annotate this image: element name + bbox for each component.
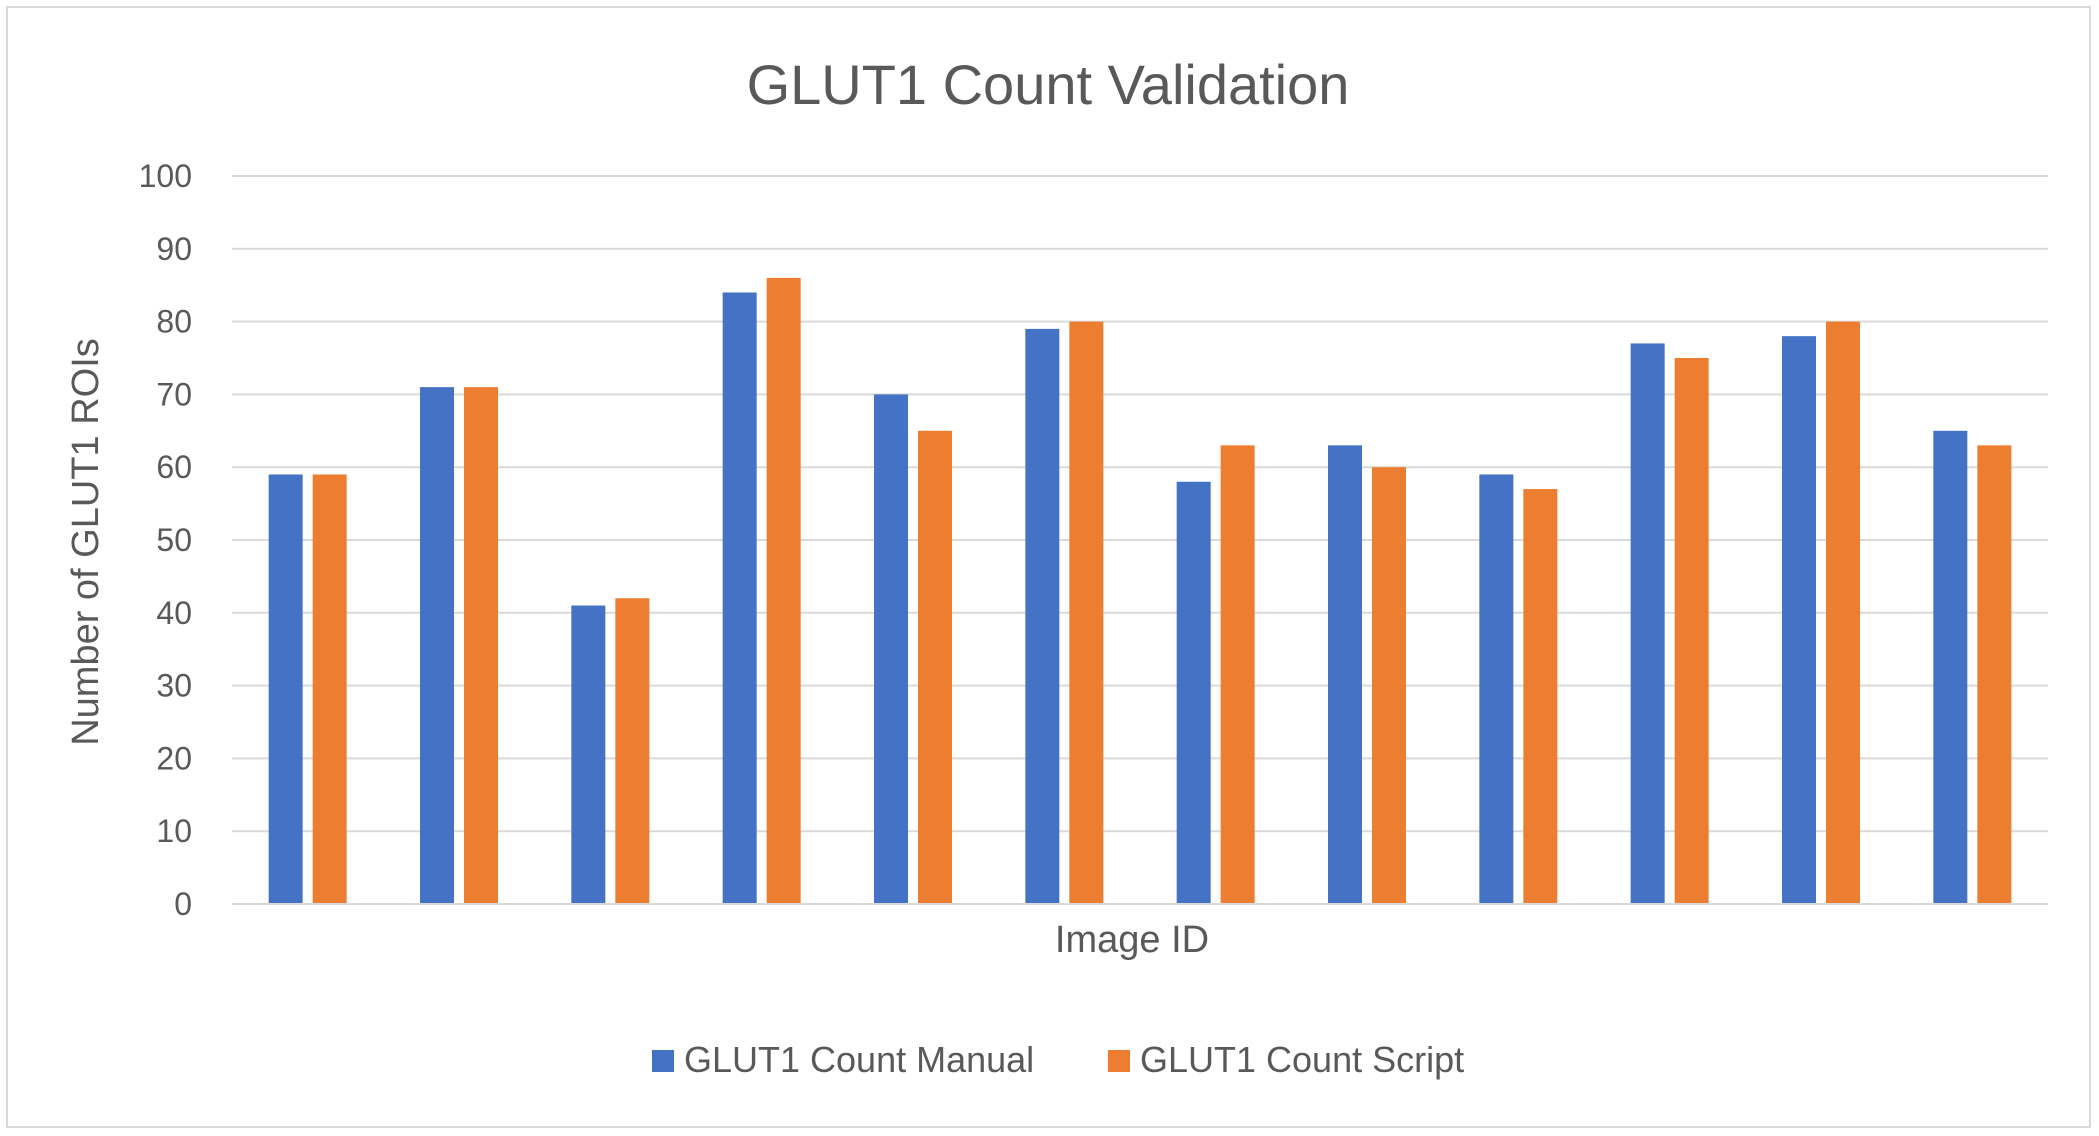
y-axis-ticks: 0 10 20 30 40 50 60 70 80 90 100 [139, 158, 192, 922]
bar-script [1069, 321, 1104, 905]
y-tick-label: 80 [156, 304, 192, 340]
x-axis-title: Image ID [1055, 919, 1209, 961]
bar-script [312, 474, 347, 904]
y-tick-label: 40 [156, 595, 192, 631]
y-tick-label: 20 [156, 740, 192, 776]
y-tick-label: 90 [156, 231, 192, 267]
bar-script [1674, 358, 1709, 904]
y-tick-label: 0 [174, 886, 192, 922]
y-axis-title: Number of GLUT1 ROIs [65, 338, 107, 746]
legend-label-script: GLUT1 Count Script [1140, 1039, 1464, 1080]
bar-script [766, 277, 801, 904]
y-tick-label: 100 [139, 158, 192, 194]
bar-manual [874, 394, 908, 904]
bar-manual [1933, 430, 1968, 904]
bar-manual [420, 387, 454, 904]
bar-manual [1630, 343, 1665, 904]
bars [268, 277, 2012, 905]
bar-chart: GLUT1 Count Validation 0 10 20 30 40 50 60 70 80… [65, 53, 2048, 1080]
bar-script [464, 387, 498, 904]
y-tick-label: 50 [156, 522, 192, 558]
legend-swatch-script [1108, 1050, 1130, 1072]
y-tick-label: 10 [156, 813, 192, 849]
y-tick-label: 70 [156, 376, 192, 412]
bar-manual [1782, 336, 1816, 904]
bar-manual [1025, 328, 1060, 904]
bar-manual [571, 605, 606, 904]
bar-script [1372, 467, 1406, 904]
y-tick-label: 30 [156, 668, 192, 704]
y-tick-label: 60 [156, 449, 192, 485]
legend-label-manual: GLUT1 Count Manual [684, 1039, 1034, 1080]
bar-manual [1176, 481, 1211, 904]
bar-script [1220, 445, 1255, 904]
bar-manual [1328, 445, 1362, 904]
chart-title: GLUT1 Count Validation [747, 53, 1350, 116]
bar-manual [268, 474, 303, 904]
bar-manual [1479, 474, 1514, 904]
gridlines [232, 175, 2048, 833]
bar-script [615, 598, 650, 904]
legend: GLUT1 Count Manual GLUT1 Count Script [652, 1039, 1464, 1080]
bar-script [1826, 321, 1860, 905]
chart-frame: GLUT1 Count Validation 0 10 20 30 40 50 60 70 80… [6, 6, 2091, 1128]
bar-manual [722, 292, 757, 905]
legend-swatch-manual [652, 1050, 674, 1072]
bar-script [918, 430, 952, 904]
bar-script [1523, 489, 1558, 904]
bar-script [1977, 445, 2012, 904]
